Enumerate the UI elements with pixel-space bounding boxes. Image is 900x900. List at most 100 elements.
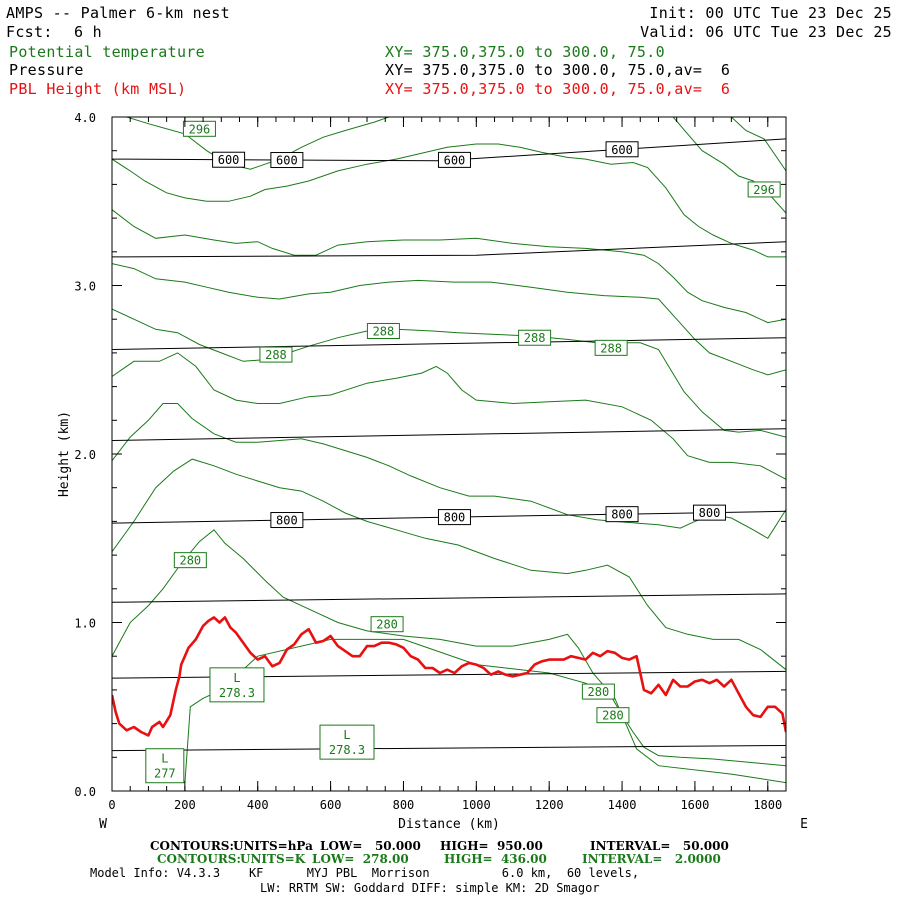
theta-contour-286 (112, 352, 786, 480)
field-pressure-xy: XY= 375.0,375.0 to 300.0, 75.0,av= 6 (385, 61, 731, 79)
valid-time: Valid: 06 UTC Tue 23 Dec 25 (640, 23, 892, 41)
y-axis-label: Height (km) (57, 411, 72, 497)
low-label-symbol: L (233, 671, 240, 685)
theta-contour-296 (672, 117, 786, 214)
footer-model-info: Model Info: V4.3.3 KF MYJ PBL Morrison 6… (90, 866, 640, 880)
theta-label-280: 280 (179, 554, 201, 568)
x-tick-label: 1200 (535, 798, 564, 812)
footer-physics-info: LW: RRTM SW: Goddard DIFF: simple KM: 2D… (260, 881, 600, 895)
footer-contours-pressure-interval: INTERVAL= 50.000 (590, 839, 729, 853)
theta-label-280: 280 (376, 618, 398, 632)
x-tick-label: 1000 (462, 798, 491, 812)
theta-label-296-box (747, 181, 781, 198)
pressure-contour-850 (112, 593, 786, 603)
theta-label-288: 288 (265, 348, 287, 362)
x-tick-label: 1400 (608, 798, 637, 812)
low-label-symbol: L (161, 752, 168, 766)
theta-label-288: 288 (600, 341, 622, 355)
y-tick-label: 2.0 (74, 448, 96, 462)
y-tick-label: 0.0 (74, 785, 96, 799)
x-tick-label: 1800 (753, 798, 782, 812)
low-label-box (209, 667, 265, 703)
pressure-label-800-box (270, 512, 304, 529)
theta-label-288-box (518, 329, 552, 346)
axes-ticks: 0.0 1.0 2.0 3.0 4.0 0 200 400 600 800 1000 1200 1400… (74, 111, 787, 812)
x-tick-label: 200 (174, 798, 196, 812)
east-end-label: E (800, 817, 808, 832)
theta-contour-288 (112, 308, 786, 438)
field-theta-name: Potential temperature (9, 43, 205, 61)
footer-contours-pressure-label: CONTOURS: (150, 839, 234, 853)
y-tick-label: 3.0 (74, 280, 96, 294)
footer-contours-theta-label: CONTOURS: (157, 852, 241, 866)
pressure-contour-650 (112, 241, 786, 258)
theta-label-288-box (366, 322, 400, 339)
pressure-label-600: 600 (611, 143, 633, 157)
pressure-label-600-box (605, 141, 639, 158)
pressure-contour-700 (112, 337, 786, 350)
footer-contours-theta-units: UNITS=K (240, 852, 306, 866)
pressure-label-600: 600 (444, 153, 466, 167)
x-tick-label: 600 (320, 798, 342, 812)
pbl-height-series (112, 616, 786, 737)
pressure-label-800: 800 (699, 506, 721, 520)
theta-contour-280 (112, 529, 786, 767)
footer-contours-theta-low: LOW= 278.00 (312, 852, 409, 866)
pressure-contours (112, 138, 786, 752)
low-label-box (145, 748, 185, 784)
pressure-label-800: 800 (444, 511, 466, 525)
pressure-label-600: 600 (218, 153, 240, 167)
theta-contour-292 (112, 209, 786, 324)
theta-label-296-box (182, 120, 216, 137)
theta-label-296: 296 (189, 122, 211, 136)
x-axis-label: Distance (km) (398, 817, 500, 832)
low-label-value: 278.3 (329, 743, 365, 757)
west-end-label: W (99, 817, 107, 832)
pressure-label-800: 800 (611, 508, 633, 522)
x-tick-label: 0 (108, 798, 115, 812)
pressure-label-800-box (437, 509, 471, 526)
field-theta-xy: XY= 375.0,375.0 to 300.0, 75.0 (385, 43, 665, 61)
field-pressure-name: Pressure (9, 61, 84, 79)
x-tick-label: 1600 (680, 798, 709, 812)
footer-contours-theta-high: HIGH= 436.00 (444, 852, 547, 866)
forecast-value: 6 h (74, 23, 102, 41)
plot-title: AMPS -- Palmer 6-km nest (6, 4, 230, 22)
theta-contour-282 (112, 458, 786, 671)
theta-label-280-box (596, 707, 630, 724)
theta-contour-278 (184, 638, 786, 784)
x-tick-label: 400 (247, 798, 269, 812)
theta-label-288-box (594, 339, 628, 356)
theta-label-280-box (370, 616, 404, 633)
field-pbl-name: PBL Height (km MSL) (9, 80, 187, 98)
theta-label-280: 280 (588, 685, 610, 699)
theta-label-296: 296 (753, 183, 775, 197)
low-label-value: 277 (154, 767, 176, 781)
low-label-value: 278.3 (219, 686, 255, 700)
contour-labels: 800 800 800 800 600 600 600 600 296 296 288 288 288 2… (145, 120, 781, 784)
pressure-label-800: 800 (276, 514, 298, 528)
footer-contours-pressure-low: LOW= 50.000 (320, 839, 421, 853)
pressure-contour-750 (112, 428, 786, 441)
pressure-label-600-box (270, 152, 304, 169)
theta-contours (112, 117, 786, 784)
pressure-label-800-box (605, 506, 639, 523)
field-pbl-xy: XY= 375.0,375.0 to 300.0, 75.0,av= 6 (385, 80, 731, 98)
pressure-label-600: 600 (276, 154, 298, 168)
y-tick-label: 4.0 (74, 111, 96, 125)
theta-label-288: 288 (524, 331, 546, 345)
low-label-box (319, 724, 375, 760)
y-tick-label: 1.0 (74, 617, 96, 631)
theta-label-288-box (259, 346, 293, 363)
theta-label-288: 288 (373, 324, 395, 338)
forecast-label: Fcst: (6, 23, 53, 41)
x-tick-label: 800 (393, 798, 415, 812)
footer-contours-theta-interval: INTERVAL= 2.0000 (582, 852, 721, 866)
theta-contour-284 (112, 403, 786, 539)
low-label-symbol: L (343, 728, 350, 742)
theta-label-280: 280 (602, 709, 624, 723)
pressure-label-600-box (212, 151, 246, 168)
pbl-height-line (112, 616, 786, 737)
theta-contour-298 (731, 117, 786, 172)
